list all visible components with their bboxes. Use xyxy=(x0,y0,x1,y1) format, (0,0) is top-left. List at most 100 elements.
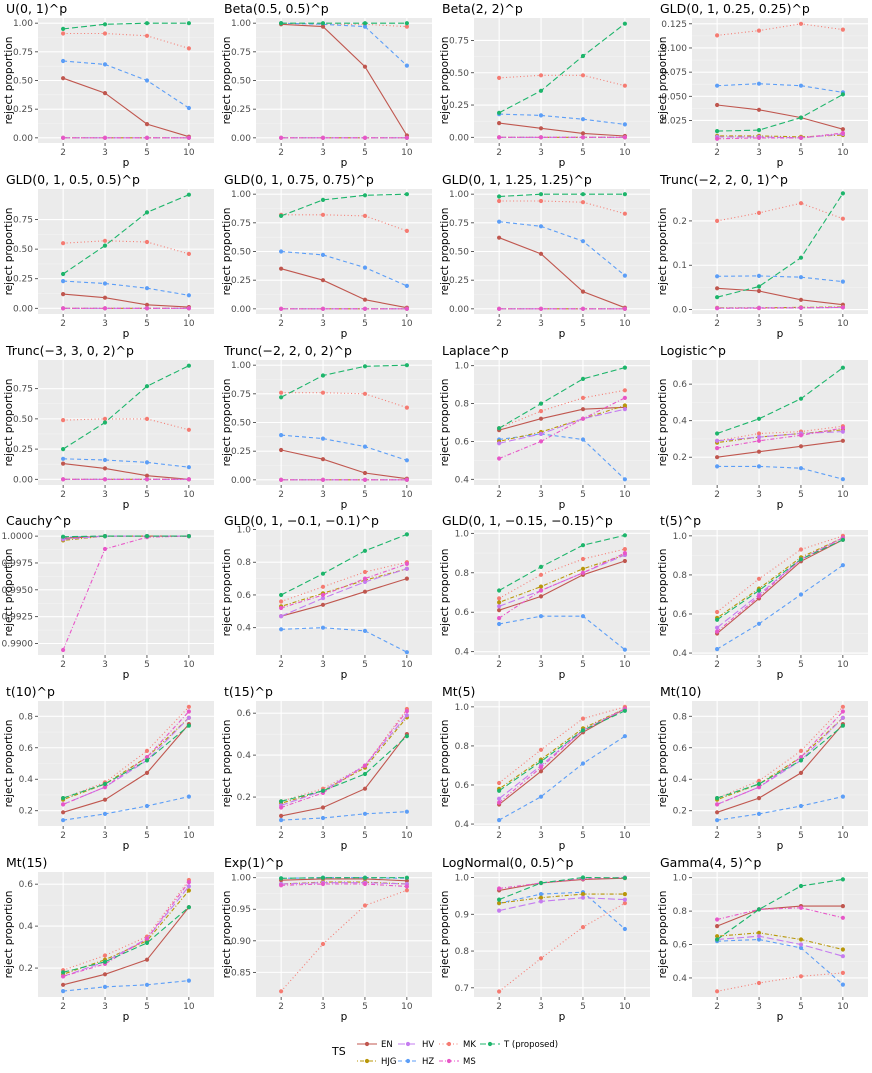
plot-background xyxy=(692,360,868,485)
y-axis-label: reject proportion xyxy=(3,549,15,637)
data-point-ms xyxy=(144,755,150,760)
series-line-hjg xyxy=(498,554,626,603)
legend-label: T (proposed) xyxy=(503,1040,558,1050)
y-axis-label: reject proportion xyxy=(3,891,15,979)
data-point-ms xyxy=(102,785,108,790)
legend-label: MK xyxy=(463,1040,476,1050)
data-point-t xyxy=(622,533,627,538)
y-axis-label: reject proportion xyxy=(3,379,15,467)
x-axis-label: p xyxy=(559,669,566,681)
x-tick-label: 2 xyxy=(714,831,720,841)
y-tick-label: 0.4 xyxy=(673,417,688,427)
data-point-t xyxy=(538,880,544,886)
data-point-t xyxy=(798,255,804,260)
x-tick-label: 10 xyxy=(401,831,413,841)
chart-panel: Beta(0.5, 0.5)^p 0.00 0.25 0.50 0.75 1.00 2 3 5 1… xyxy=(221,1,432,169)
x-tick-label: 3 xyxy=(756,319,762,329)
x-tick-label: 2 xyxy=(714,660,720,670)
data-point-hz xyxy=(61,989,66,994)
x-tick-label: 10 xyxy=(619,660,631,670)
data-point-en xyxy=(798,444,804,449)
data-point-t xyxy=(840,537,845,542)
x-tick-label: 2 xyxy=(496,1002,502,1012)
data-point-hz xyxy=(798,83,804,88)
data-point-hz xyxy=(61,58,66,64)
data-point-hz xyxy=(186,465,191,470)
data-point-en xyxy=(61,76,66,81)
panel-title: LogNormal(0, 0.5)^p xyxy=(442,855,574,870)
data-point-mk xyxy=(622,83,627,88)
data-point-t xyxy=(756,781,762,787)
series-line-hv xyxy=(498,408,626,444)
data-point-hz xyxy=(186,105,191,111)
data-point-hv xyxy=(756,934,762,939)
data-point-mk xyxy=(580,73,586,78)
x-tick-label: 5 xyxy=(362,319,368,329)
x-axis-label: p xyxy=(777,157,784,169)
data-point-mk xyxy=(102,416,108,421)
x-tick-label: 5 xyxy=(362,831,368,841)
data-point-mk xyxy=(497,75,502,80)
series-line-mk xyxy=(63,240,190,255)
y-tick-label: 0.00 xyxy=(449,133,469,143)
data-point-hz xyxy=(840,563,845,568)
chart-panel: GLD(0, 1, 0.5, 0.5)^p 0.00 0.25 0.50 0.75 2 3 5… xyxy=(3,172,214,340)
series-line-hjg xyxy=(280,568,408,607)
data-point-mk xyxy=(320,390,326,395)
y-tick-label: 0.6 xyxy=(673,941,688,951)
series-line-hjg xyxy=(498,708,626,790)
x-tick-label: 3 xyxy=(538,831,544,841)
data-point-en xyxy=(144,957,150,962)
x-tick-label: 3 xyxy=(102,660,108,670)
series-line-t xyxy=(716,193,844,298)
data-point-hz xyxy=(580,239,586,244)
legend-item-t: T (proposed) xyxy=(480,1040,558,1050)
data-point-t xyxy=(279,592,284,598)
data-point-ms xyxy=(715,629,720,634)
y-tick-label: 1.0 xyxy=(455,529,470,539)
x-tick-label: 3 xyxy=(320,148,326,158)
data-point-hz xyxy=(580,614,586,619)
data-point-t xyxy=(622,875,627,880)
x-tick-label: 3 xyxy=(756,831,762,841)
x-tick-label: 3 xyxy=(756,148,762,158)
data-point-mk xyxy=(538,198,544,204)
series-line-t xyxy=(498,23,626,114)
data-point-ms xyxy=(186,306,191,311)
data-point-hjg xyxy=(840,947,845,952)
data-point-en xyxy=(320,805,326,810)
plot-background xyxy=(256,872,432,997)
series-line-en xyxy=(716,723,844,813)
data-point-ms xyxy=(622,395,627,400)
y-tick-label: 0.25 xyxy=(231,276,251,286)
data-point-t xyxy=(102,534,108,539)
x-tick-label: 2 xyxy=(714,490,720,500)
series-line-hv xyxy=(498,897,625,912)
x-tick-label: 2 xyxy=(60,319,66,329)
data-point-ms xyxy=(186,477,191,482)
data-point-t xyxy=(404,192,409,197)
series-line-t xyxy=(62,725,190,799)
series-line-ms xyxy=(498,397,626,460)
legend: TS EN HJG HV HZ MK MS T (proposed) xyxy=(331,1040,558,1067)
data-point-mk xyxy=(756,210,762,215)
data-point-t xyxy=(538,192,544,197)
data-point-hz xyxy=(186,978,191,983)
data-point-ms xyxy=(798,755,804,760)
series-line-ms xyxy=(280,563,408,609)
data-point-ms xyxy=(497,306,502,311)
y-tick-label: 1.00 xyxy=(231,190,251,200)
x-axis-label: p xyxy=(123,840,130,852)
data-point-t xyxy=(186,905,191,910)
series-line-ms xyxy=(62,535,189,651)
data-point-en xyxy=(715,102,720,108)
x-tick-label: 5 xyxy=(798,148,804,158)
data-point-ms xyxy=(279,805,284,810)
data-point-t xyxy=(186,534,191,539)
data-point-mk xyxy=(61,418,66,423)
data-point-en xyxy=(144,302,150,307)
y-axis-label: reject proportion xyxy=(221,720,233,808)
chart-panel: Beta(2, 2)^p 0.00 0.25 0.50 0.75 2 3 5 10 p reject… xyxy=(439,1,650,169)
series-line-t xyxy=(498,876,625,901)
y-tick-label: 0.75 xyxy=(13,216,33,226)
